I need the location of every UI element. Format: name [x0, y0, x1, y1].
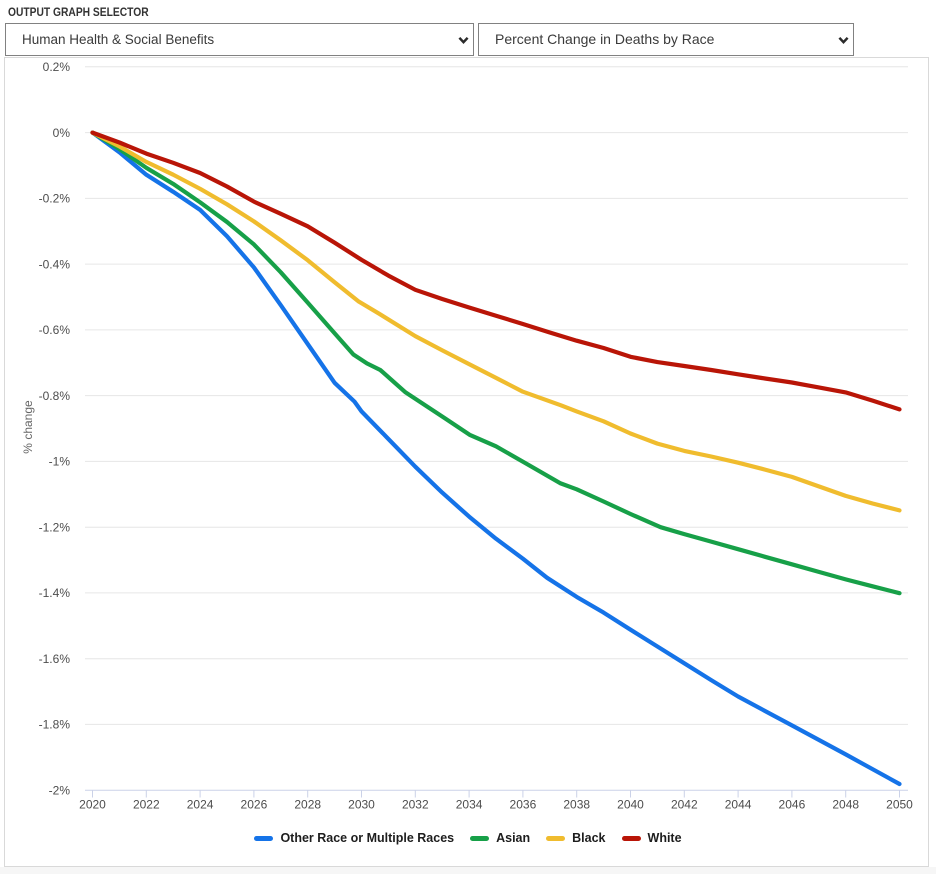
svg-text:2034: 2034: [456, 798, 483, 812]
svg-text:2022: 2022: [133, 798, 160, 812]
svg-text:2030: 2030: [348, 798, 375, 812]
svg-text:-1.4%: -1.4%: [39, 586, 71, 600]
svg-text:0.2%: 0.2%: [43, 60, 71, 74]
svg-text:-2%: -2%: [49, 783, 71, 797]
svg-text:-1%: -1%: [49, 455, 71, 469]
svg-text:2026: 2026: [241, 798, 268, 812]
svg-text:2036: 2036: [510, 798, 537, 812]
svg-text:2050: 2050: [886, 798, 913, 812]
svg-text:-0.4%: -0.4%: [39, 257, 71, 271]
svg-text:-1.8%: -1.8%: [39, 718, 71, 732]
svg-text:-1.2%: -1.2%: [39, 520, 71, 534]
svg-text:2044: 2044: [725, 798, 752, 812]
svg-text:% change: % change: [21, 400, 35, 454]
svg-text:-0.2%: -0.2%: [39, 192, 71, 206]
svg-text:2024: 2024: [187, 798, 214, 812]
svg-text:-0.8%: -0.8%: [39, 389, 71, 403]
svg-text:2042: 2042: [671, 798, 698, 812]
svg-text:2020: 2020: [79, 798, 106, 812]
svg-text:2046: 2046: [779, 798, 806, 812]
svg-text:2032: 2032: [402, 798, 429, 812]
svg-text:2040: 2040: [617, 798, 644, 812]
svg-text:2048: 2048: [832, 798, 859, 812]
svg-text:-0.6%: -0.6%: [39, 323, 71, 337]
svg-text:0%: 0%: [53, 126, 71, 140]
svg-text:2028: 2028: [294, 798, 321, 812]
svg-text:-1.6%: -1.6%: [39, 652, 71, 666]
svg-text:2038: 2038: [563, 798, 590, 812]
